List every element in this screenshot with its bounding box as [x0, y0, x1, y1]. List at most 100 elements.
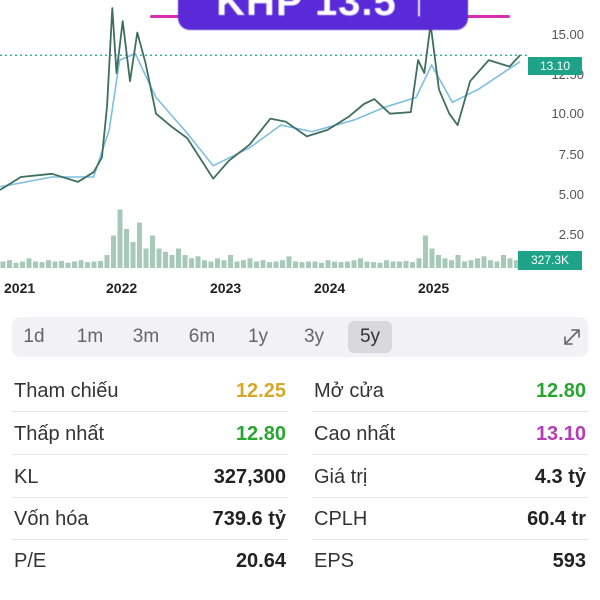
volume-bar [78, 260, 84, 268]
stats-row: Tham chiếu 12.25 Mở cửa 12.80 [0, 371, 600, 411]
volume-bar [260, 260, 266, 268]
stat-value-volume: 327,300 [213, 466, 286, 488]
volume-bar [182, 255, 188, 268]
price-chart-svg[interactable] [0, 0, 600, 300]
ticker-banner: KHP 13.5 ↑ [178, 0, 468, 30]
x-tick-label: 2023 [210, 280, 242, 296]
period-button-3y[interactable]: 3y [303, 326, 325, 347]
period-button-3m[interactable]: 3m [132, 326, 160, 347]
volume-bar [468, 260, 474, 268]
volume-bar [514, 260, 519, 268]
y-tick-label: 2.50 [558, 227, 584, 242]
volume-bar [299, 262, 305, 268]
period-button-6m[interactable]: 6m [188, 326, 216, 347]
y-tick-label: 7.50 [558, 147, 584, 162]
period-button-1m[interactable]: 1m [76, 326, 104, 347]
volume-bar [286, 256, 292, 268]
divider [12, 497, 288, 498]
period-button-1d[interactable]: 1d [23, 326, 45, 347]
volume-bar [208, 261, 214, 268]
x-tick-label: 2025 [418, 280, 450, 296]
volume-bar [150, 235, 155, 268]
volume-bar [46, 260, 51, 268]
stat-value-market-cap: 739.6 tỷ [212, 508, 286, 530]
x-tick-label: 2024 [314, 280, 346, 296]
price-line [0, 7, 521, 191]
expand-icon[interactable] [560, 325, 584, 349]
y-tick-label: 5.00 [558, 187, 584, 202]
volume-bar [345, 261, 350, 268]
volume-bar [176, 248, 181, 268]
volume-bar [91, 261, 97, 268]
volume-bar [494, 261, 500, 268]
volume-bar [501, 255, 506, 268]
volume-bar [130, 242, 136, 268]
divider [312, 411, 588, 412]
volume-bar [254, 261, 259, 268]
volume-bar [351, 260, 357, 268]
volume-bar [104, 255, 110, 268]
stat-value-reference: 12.25 [235, 380, 286, 402]
volume-bar [488, 260, 493, 268]
stat-label-market-cap: Vốn hóa [14, 508, 89, 530]
volume-bar [462, 261, 467, 268]
volume-bar [267, 262, 272, 268]
volume-bar [371, 262, 376, 268]
volume-bar [20, 261, 25, 268]
volume-bar [137, 222, 142, 268]
period-button-1y[interactable]: 1y [247, 326, 269, 347]
period-selector: 1d 1m 3m 6m 1y 3y 5y [12, 317, 588, 357]
stat-value-high: 13.10 [535, 423, 586, 445]
stats-row: Thấp nhất 12.80 Cao nhất 13.10 [0, 414, 600, 454]
volume-bar [247, 258, 253, 269]
volume-bar [403, 260, 409, 269]
volume-bar [442, 258, 448, 269]
volume-bar [390, 261, 396, 268]
divider [312, 497, 588, 498]
volume-bar [156, 248, 162, 268]
stat-value-shares: 60.4 tr [527, 508, 586, 530]
period-button-5y[interactable]: 5y [348, 321, 392, 353]
stat-label-pe: P/E [14, 550, 47, 572]
stat-label-value: Giá trị [314, 466, 368, 488]
volume-bar [436, 255, 441, 268]
volume-bar [507, 258, 513, 269]
volume-bar [0, 261, 6, 268]
stat-label-high: Cao nhất [314, 423, 396, 445]
volume-bar [280, 260, 285, 268]
divider [312, 454, 588, 455]
volume-bar [410, 262, 415, 268]
volume-bar [241, 260, 246, 268]
volume-bar [117, 209, 123, 268]
current-price-badge: 13.10 [528, 57, 582, 75]
volume-bar [221, 260, 227, 268]
y-tick-label: 15.00 [551, 27, 584, 42]
volume-bar [33, 261, 38, 268]
volume-bar [65, 262, 71, 268]
volume-bar [195, 256, 201, 268]
divider [12, 539, 288, 540]
volume-bar [481, 256, 487, 268]
volume-bar [202, 260, 207, 268]
volume-bar [215, 258, 220, 269]
stat-label-volume: KL [14, 466, 39, 488]
divider [12, 454, 288, 455]
volume-bar [228, 255, 233, 268]
volume-bar [293, 261, 298, 268]
volume-bar [358, 258, 363, 269]
divider [12, 411, 288, 412]
volume-bar [312, 261, 318, 268]
volume-bar [377, 262, 383, 268]
volume-bar [234, 261, 240, 268]
price-chart[interactable]: KHP 13.5 ↑ 15.00 12.50 10.00 7.50 5.00 2… [0, 0, 600, 300]
volume-bar [111, 235, 116, 268]
volume-bar [143, 248, 149, 268]
stat-label-eps: EPS [314, 550, 355, 572]
stat-label-low: Thấp nhất [14, 423, 105, 445]
stats-row: KL 327,300 Giá trị 4.3 tỷ [0, 457, 600, 497]
volume-bar [384, 260, 389, 268]
x-tick-label: 2022 [106, 280, 138, 296]
volume-bar [338, 262, 344, 268]
volume-bar [59, 260, 64, 269]
volume-bar [449, 260, 454, 268]
